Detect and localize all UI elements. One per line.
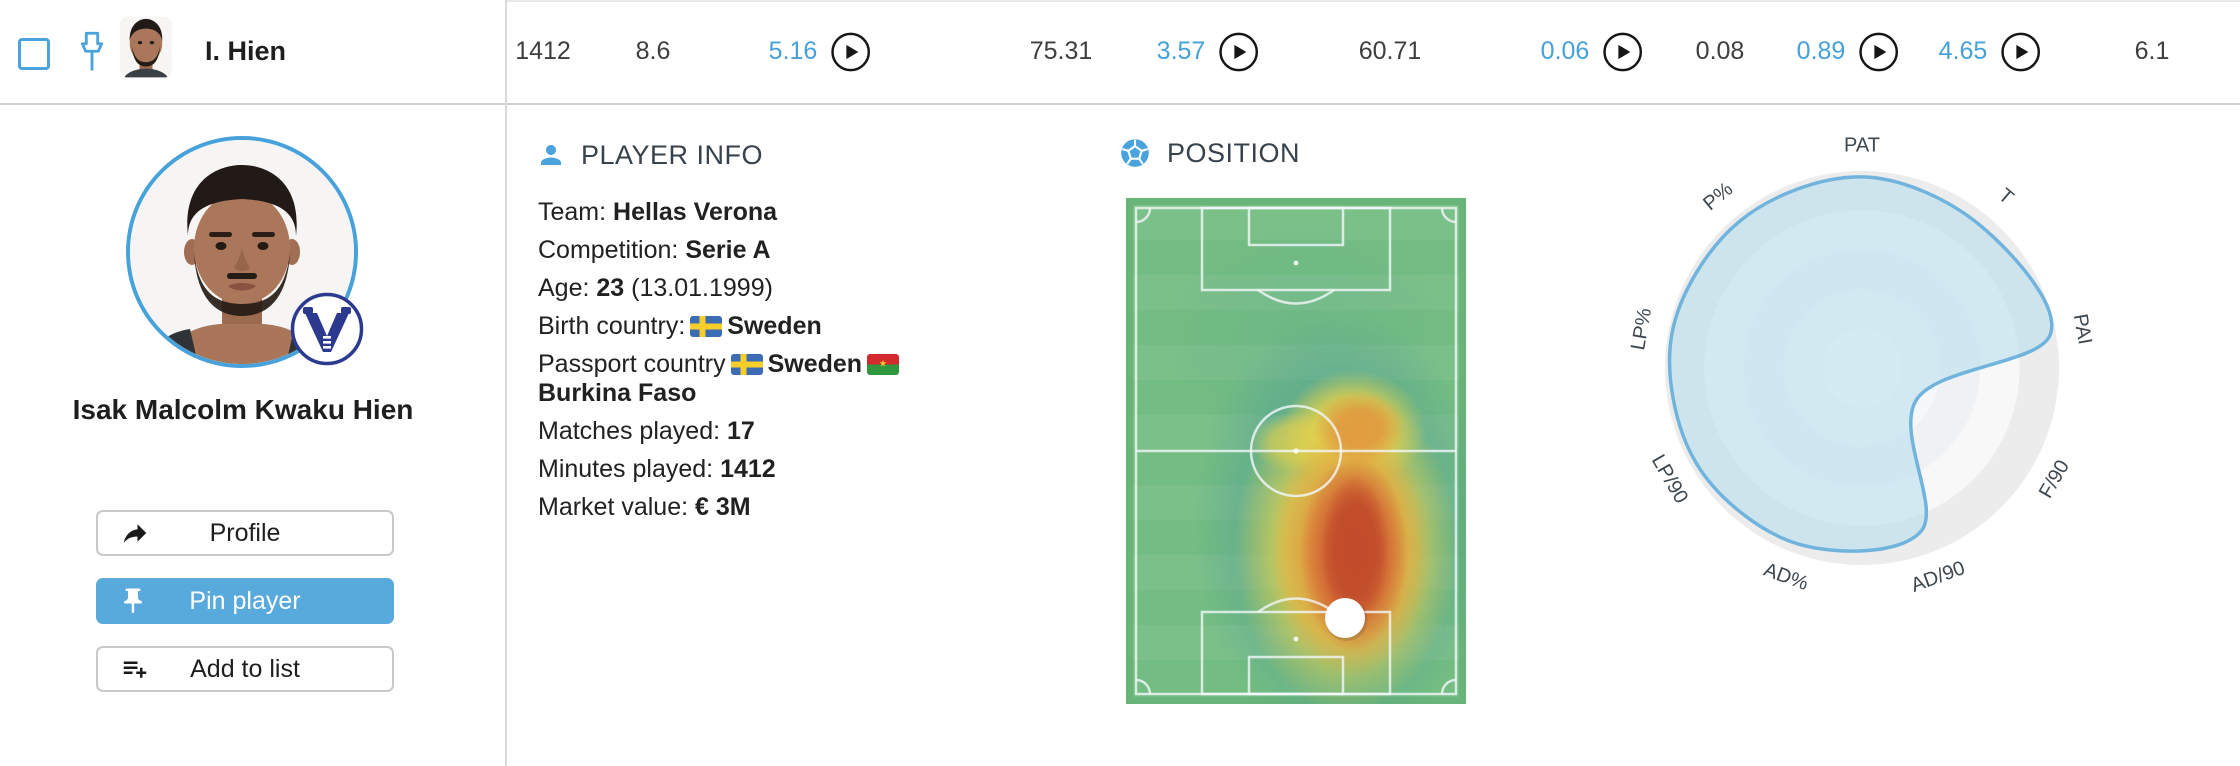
stat-cell: 60.71 xyxy=(1358,37,1422,65)
pin-icon[interactable] xyxy=(74,28,110,76)
video-play-icon[interactable] xyxy=(1601,31,1643,73)
player-info-title: PLAYER INFO xyxy=(581,139,764,170)
player-info-header: PLAYER INFO xyxy=(536,138,763,172)
profile-button-label: Profile xyxy=(209,518,281,547)
burkina-faso-flag-icon xyxy=(867,354,900,375)
stats-top-border xyxy=(506,0,2240,2)
radar-label: P% xyxy=(1699,178,1737,215)
sweden-flag-icon xyxy=(690,316,723,337)
pin-player-button[interactable]: Pin player xyxy=(96,578,394,624)
hellas-verona-badge-icon xyxy=(290,292,364,366)
avatar-image xyxy=(120,16,172,78)
stat-cell: 4.65 xyxy=(1939,0,2042,103)
stat-cell: 6.1 xyxy=(2134,37,2170,65)
playlist-add-icon xyxy=(123,661,147,678)
info-row-birth-country: Birth country: Sweden xyxy=(538,312,822,340)
person-icon xyxy=(541,145,561,165)
radar-chart: PAT T PAI F/90 AD/90 AD% LP/90 LP% P% xyxy=(1627,134,2096,597)
info-row-market-value: Market value: € 3M xyxy=(538,493,751,521)
player-avatar xyxy=(120,16,172,78)
pin-icon xyxy=(124,588,142,614)
football-icon xyxy=(1121,139,1149,167)
video-play-icon[interactable] xyxy=(1999,31,2041,73)
video-play-icon[interactable] xyxy=(829,31,871,73)
info-row-age: Age: 23 (13.01.1999) xyxy=(538,274,773,302)
stat-cell: 3.57 xyxy=(1157,0,1260,103)
video-play-icon[interactable] xyxy=(1857,31,1899,73)
stat-cell: 0.89 xyxy=(1797,0,1900,103)
video-play-icon[interactable] xyxy=(1217,31,1259,73)
radar-label: AD/90 xyxy=(1908,557,1968,597)
radar-label: LP/90 xyxy=(1647,451,1692,507)
stat-cell: 75.31 xyxy=(1029,37,1093,65)
share-arrow-icon xyxy=(123,524,147,543)
column-divider xyxy=(505,0,507,766)
radar-label: T xyxy=(1994,184,2018,209)
stat-cell: 0.06 xyxy=(1541,0,1644,103)
position-heatmap xyxy=(1126,198,1466,704)
radar-label: PAT xyxy=(1844,134,1880,156)
player-table-row: I. Hien 1412 8.6 5.16 75.31 3.57 60.71 0… xyxy=(0,0,2240,105)
player-info-list: Team: Hellas Verona Competition: Serie A… xyxy=(538,198,990,531)
stat-cell: 0.08 xyxy=(1695,37,1745,65)
info-row-competition: Competition: Serie A xyxy=(538,236,771,264)
profile-button[interactable]: Profile xyxy=(96,510,394,556)
radar-label: F/90 xyxy=(2035,456,2074,502)
player-full-name: Isak Malcolm Kwaku Hien xyxy=(72,394,414,425)
radar-label: LP% xyxy=(1627,306,1656,352)
info-row-passport: Passport country Sweden Burkina Faso xyxy=(538,350,990,408)
radar-area xyxy=(1667,175,2054,553)
info-row-matches: Matches played: 17 xyxy=(538,417,755,445)
player-short-name[interactable]: I. Hien xyxy=(205,36,287,66)
average-position-marker[interactable] xyxy=(1325,598,1365,638)
info-row-minutes: Minutes played: 1412 xyxy=(538,455,776,483)
row-checkbox[interactable] xyxy=(18,38,50,70)
add-to-list-button[interactable]: Add to list xyxy=(96,646,394,692)
info-row-team: Team: Hellas Verona xyxy=(538,198,778,226)
stat-cell: 8.6 xyxy=(635,37,671,65)
position-title: POSITION xyxy=(1167,137,1301,168)
add-to-list-button-label: Add to list xyxy=(190,654,300,683)
stat-minutes: 1412 xyxy=(515,37,571,65)
position-header: POSITION xyxy=(1118,136,1300,170)
pin-player-button-label: Pin player xyxy=(189,586,301,615)
stat-cell: 5.16 xyxy=(769,0,872,103)
radar-label: PAI xyxy=(2069,312,2096,346)
sweden-flag-icon xyxy=(730,354,763,375)
radar-label: AD% xyxy=(1761,559,1812,595)
